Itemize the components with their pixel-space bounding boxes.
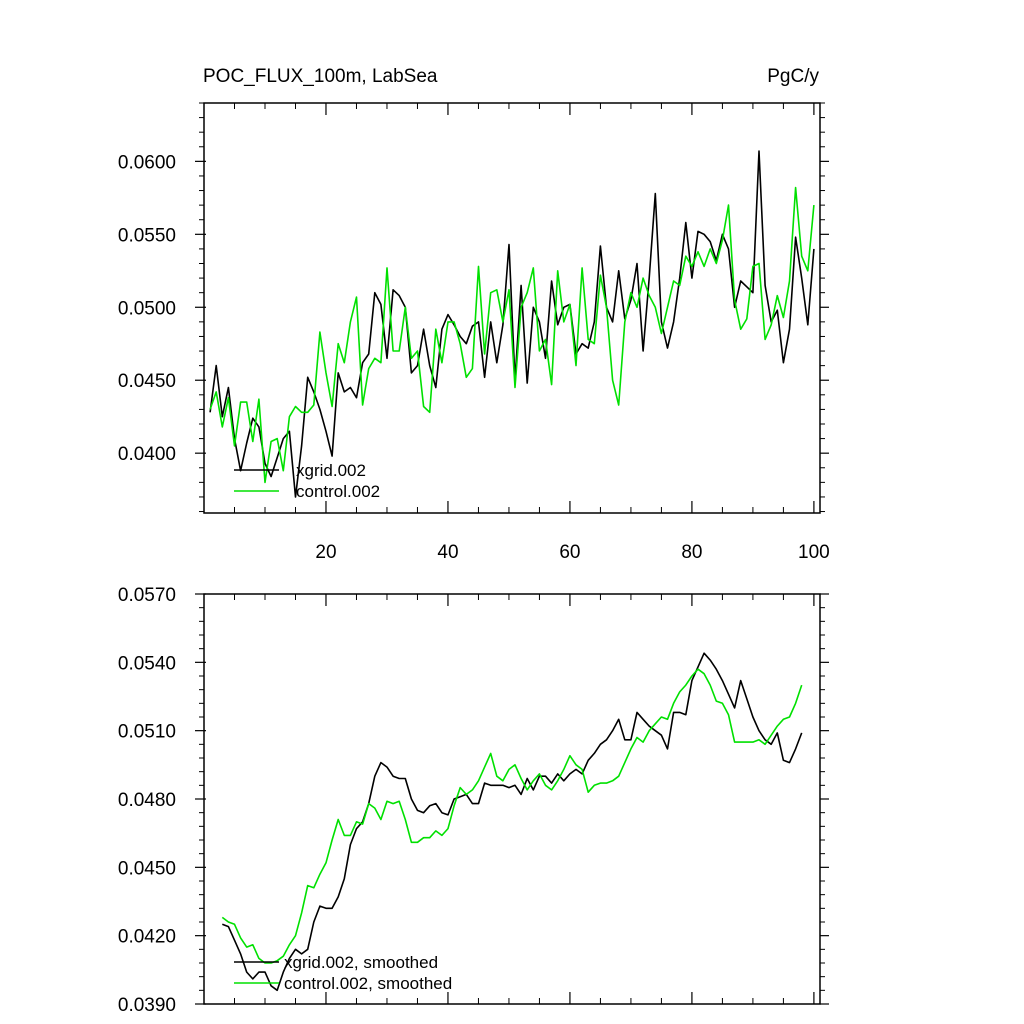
series-line-control-002-smoothed <box>221 668 803 964</box>
x-tick-label: 40 <box>437 542 458 563</box>
y-tick-label: 0.0600 <box>118 152 176 173</box>
top-chart-title: POC_FLUX_100m, LabSea <box>203 66 438 87</box>
x-tick-label: 100 <box>798 542 830 563</box>
series-line-control-002 <box>209 186 815 484</box>
legend-label-xgrid-smoothed: xgrid.002, smoothed <box>284 953 438 972</box>
x-tick-label: 60 <box>559 542 580 563</box>
legend-label-control: control.002 <box>296 482 380 501</box>
y-tick-label: 0.0570 <box>118 585 176 606</box>
top-plot-frame <box>203 102 821 514</box>
bottom-panel: 0.0390 0.0420 0.0450 0.0480 0.0510 0.0540 0.05… <box>118 585 829 1016</box>
y-tick-label: 0.0450 <box>118 371 176 392</box>
y-tick-label: 0.0540 <box>118 653 176 674</box>
y-tick-label: 0.0550 <box>118 225 176 246</box>
y-tick-label: 0.0400 <box>118 444 176 465</box>
bottom-plot-frame <box>203 593 821 1005</box>
y-tick-label: 0.0450 <box>118 858 176 879</box>
y-tick-label: 0.0500 <box>118 298 176 319</box>
top-legend: xgrid.002 control.002 <box>234 461 380 501</box>
y-tick-label: 0.0420 <box>118 927 176 948</box>
legend-label-xgrid: xgrid.002 <box>296 461 366 480</box>
top-panel: POC_FLUX_100m, LabSea PgC/y 20 40 60 80 100 0… <box>118 66 830 563</box>
bottom-legend: xgrid.002, smoothed control.002, smoothe… <box>234 953 452 993</box>
series-line-xgrid-002 <box>209 150 815 498</box>
series-line-xgrid-002-smoothed <box>222 652 803 992</box>
top-chart-units: PgC/y <box>767 66 819 87</box>
y-tick-label: 0.0480 <box>118 790 176 811</box>
legend-label-control-smoothed: control.002, smoothed <box>284 974 452 993</box>
y-tick-label: 0.0510 <box>118 722 176 743</box>
x-tick-label: 20 <box>315 542 336 563</box>
y-tick-label: 0.0390 <box>118 995 176 1016</box>
x-tick-label: 80 <box>681 542 702 563</box>
